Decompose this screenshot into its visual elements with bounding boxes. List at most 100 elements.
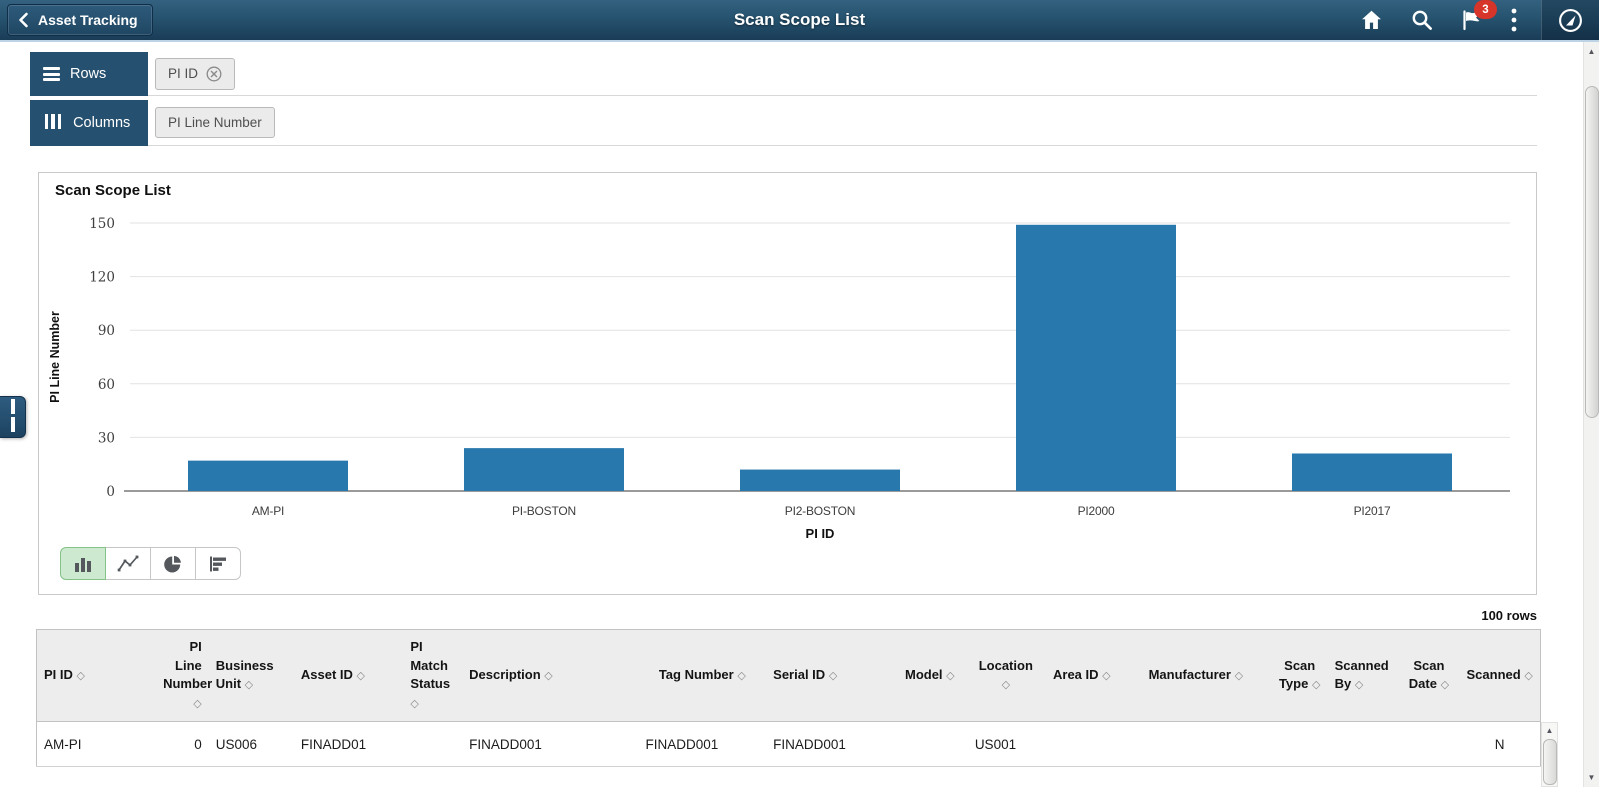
- pivot-chip-pi-id[interactable]: PI ID: [155, 57, 236, 90]
- rows-label: Rows: [70, 66, 107, 82]
- bar-PI2017[interactable]: [1292, 453, 1452, 491]
- line-chart-icon: [117, 555, 139, 571]
- column-header-label: Business Unit: [215, 657, 274, 692]
- column-header-scanned-by[interactable]: Scanned By ◇: [1327, 629, 1399, 722]
- table-row[interactable]: AM-PI 0 US006 FINADD01 FINADD001 FINADD001 FIN…: [36, 721, 1541, 767]
- columns-label: Columns: [73, 115, 131, 131]
- page-scrollbar-thumb[interactable]: [1585, 86, 1599, 418]
- home-icon: [1362, 10, 1381, 30]
- sort-diamond-icon: ◇: [356, 670, 366, 683]
- notification-badge: 3: [1474, 0, 1497, 19]
- chip-remove-icon[interactable]: [206, 66, 222, 82]
- column-header-label: Tag Number: [658, 667, 734, 683]
- columns-drop-zone[interactable]: Columns: [30, 100, 148, 146]
- column-header-label: Scan Type: [1278, 657, 1316, 692]
- column-header-scan-type[interactable]: Scan Type ◇: [1271, 629, 1328, 722]
- chart-title: Scan Scope List: [55, 182, 171, 199]
- actions-menu-button[interactable]: [1510, 7, 1518, 33]
- column-header-scan-date[interactable]: Scan Date ◇: [1398, 629, 1460, 722]
- x-category-label: PI2000: [1078, 504, 1115, 518]
- y-tick-label: 60: [98, 377, 115, 393]
- notifications-button[interactable]: 3: [1460, 0, 1497, 32]
- pivot-chip-pi-line-number[interactable]: PI Line Number: [155, 107, 275, 138]
- column-header-label: Manufacturer: [1148, 667, 1231, 683]
- table-cell: [1398, 721, 1460, 767]
- kebab-menu-icon: [1511, 8, 1517, 32]
- table-cell: FINADD001: [766, 721, 892, 767]
- sort-diamond-icon: ◇: [1524, 670, 1533, 683]
- column-header-pi-match-status[interactable]: PI Match Status ◇: [403, 629, 463, 722]
- pie-chart-button[interactable]: [150, 547, 196, 580]
- table-cell: 0: [156, 721, 209, 767]
- back-button[interactable]: Asset Tracking: [7, 4, 153, 36]
- y-tick-label: 30: [98, 430, 115, 446]
- rows-icon: [43, 65, 60, 84]
- column-header-label: Serial ID: [773, 667, 826, 683]
- bar-PI2000[interactable]: [1016, 224, 1176, 491]
- navbar-compass-icon: [1559, 8, 1582, 32]
- chip-label: PI ID: [168, 66, 199, 81]
- table-cell: [1043, 721, 1120, 767]
- column-header-label: PI Line Number: [163, 638, 213, 692]
- column-header-location[interactable]: Location ◇: [967, 629, 1044, 722]
- grid-scrollbar-thumb[interactable]: [1542, 739, 1557, 785]
- table-cell: [1119, 721, 1272, 767]
- navbar-button[interactable]: [1541, 0, 1599, 40]
- bar-PI2-BOSTON[interactable]: [740, 469, 900, 491]
- column-header-manufacturer[interactable]: Manufacturer ◇: [1119, 629, 1272, 722]
- column-header-label: Scanned: [1466, 667, 1521, 683]
- page-scrollbar[interactable]: ▲ ▼: [1583, 42, 1599, 787]
- page-scroll-up-arrow[interactable]: ▲: [1587, 47, 1596, 56]
- vertical-bar-chart-icon: [75, 557, 91, 572]
- sort-diamond-icon: ◇: [946, 670, 955, 683]
- table-cell: FINADD001: [638, 721, 767, 767]
- column-header-label: PI ID: [44, 667, 73, 683]
- column-header-model[interactable]: Model ◇: [891, 629, 968, 722]
- column-header-description[interactable]: Description ◇: [462, 629, 639, 722]
- column-header-scanned[interactable]: Scanned ◇: [1459, 629, 1541, 722]
- y-tick-label: 150: [89, 216, 115, 232]
- rows-chip-area: PI ID: [148, 52, 1537, 96]
- chart-type-toolbar: [60, 547, 241, 580]
- search-button[interactable]: [1410, 8, 1434, 32]
- bar-AM-PI[interactable]: [188, 460, 348, 491]
- table-cell: US006: [208, 721, 294, 767]
- rows-drop-zone[interactable]: Rows: [30, 52, 148, 96]
- column-header-tag-number[interactable]: Tag Number ◇: [638, 629, 767, 722]
- table-cell: AM-PI: [36, 721, 157, 767]
- column-header-label: PI Match Status: [410, 638, 451, 692]
- column-header-area-id[interactable]: Area ID ◇: [1043, 629, 1120, 722]
- grid-scroll-up-arrow[interactable]: ▲: [1545, 726, 1554, 735]
- back-chevron-icon: [19, 12, 28, 28]
- bar-PI-BOSTON[interactable]: [464, 448, 624, 491]
- page-scroll-down-arrow[interactable]: ▼: [1587, 773, 1596, 782]
- prompts-panel-expand-button[interactable]: [0, 396, 26, 438]
- column-header-serial-id[interactable]: Serial ID ◇: [766, 629, 892, 722]
- sort-diamond-icon: ◇: [1234, 670, 1244, 683]
- sort-diamond-icon: ◇: [544, 670, 553, 683]
- x-category-label: PI-BOSTON: [512, 504, 576, 518]
- column-header-pi-id[interactable]: PI ID ◇: [36, 629, 157, 722]
- column-header-label: Scan Date: [1408, 657, 1445, 692]
- column-header-label: Description: [469, 667, 541, 683]
- header-bar: Asset Tracking Scan Scope List 3: [0, 0, 1599, 42]
- home-button[interactable]: [1359, 8, 1384, 32]
- line-chart-button[interactable]: [105, 547, 151, 580]
- pivot-columns-bar: Columns PI Line Number: [30, 100, 1537, 146]
- header-actions: 3: [1346, 0, 1599, 40]
- horizontal-bar-chart-button[interactable]: [195, 547, 241, 580]
- grid-scrollbar[interactable]: ▲: [1541, 722, 1558, 787]
- results-table: PI ID ◇ PI Line Number ◇ Business Unit ◇ As…: [36, 629, 1541, 767]
- y-axis-title: PI Line Number: [48, 311, 62, 403]
- sort-diamond-icon: ◇: [76, 670, 85, 683]
- y-tick-label: 120: [89, 270, 115, 286]
- vertical-bar-chart-button[interactable]: [60, 547, 106, 580]
- chip-label: PI Line Number: [168, 115, 262, 130]
- column-header-asset-id[interactable]: Asset ID ◇: [293, 629, 404, 722]
- column-header-business-unit[interactable]: Business Unit ◇: [208, 629, 294, 722]
- column-header-pi-line-number[interactable]: PI Line Number ◇: [156, 629, 213, 722]
- table-cell: [403, 721, 463, 767]
- column-header-label: Scanned By: [1334, 657, 1389, 692]
- table-cell: [1327, 721, 1399, 767]
